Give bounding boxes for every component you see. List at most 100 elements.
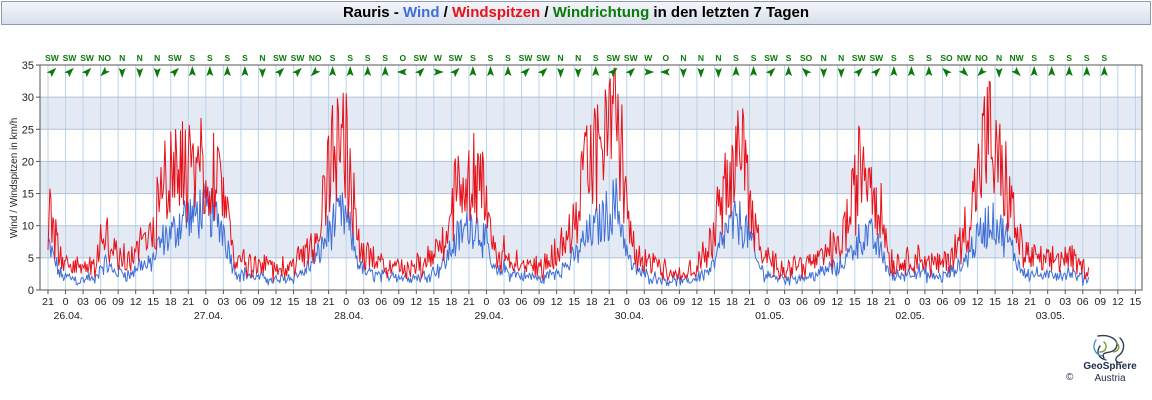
direction-label: NO — [309, 53, 322, 63]
y-tick-label: 35 — [22, 60, 34, 72]
direction-arrow-icon — [206, 66, 214, 76]
x-tick-label: 06 — [796, 296, 808, 308]
y-tick-label: 15 — [22, 189, 34, 201]
direction-arrow-icon — [258, 68, 266, 78]
x-date-label: 29.04. — [474, 310, 503, 322]
title-station: Rauris - — [342, 4, 403, 21]
x-tick-label: 18 — [165, 296, 177, 308]
x-tick-label: 09 — [393, 296, 405, 308]
x-tick-label: 0 — [484, 296, 490, 308]
direction-label: N — [715, 53, 721, 63]
direction-arrow-icon — [153, 68, 161, 78]
direction-arrow-shape — [64, 67, 74, 78]
x-tick-label: 03 — [498, 296, 510, 308]
direction-label: N — [680, 53, 686, 63]
x-tick-label: 09 — [814, 296, 826, 308]
direction-arrow-icon — [958, 66, 969, 77]
x-tick-label: 21 — [744, 296, 756, 308]
direction-arrow-shape — [1065, 66, 1073, 76]
direction-arrow-shape — [469, 66, 477, 76]
direction-arrow-shape — [310, 66, 321, 77]
x-date-label: 03.05. — [1036, 310, 1065, 322]
x-tick-label: 21 — [42, 296, 54, 308]
direction-label: S — [1084, 53, 1090, 63]
direction-arrow-icon — [697, 68, 705, 78]
direction-label: S — [225, 53, 231, 63]
direction-label: SW — [449, 53, 464, 63]
x-tick-label: 18 — [305, 296, 317, 308]
direction-label: SW — [413, 53, 428, 63]
direction-label: S — [1049, 53, 1055, 63]
direction-label: NO — [975, 53, 988, 63]
x-tick-label: 15 — [147, 296, 159, 308]
direction-arrow-icon — [750, 66, 758, 76]
direction-arrow-icon — [714, 68, 722, 78]
direction-arrow-icon — [136, 68, 144, 78]
x-tick-label: 0 — [904, 296, 910, 308]
direction-label: N — [154, 53, 160, 63]
direction-arrow-icon — [765, 67, 776, 78]
direction-label: SW — [63, 53, 78, 63]
x-tick-label: 15 — [1130, 296, 1142, 308]
direction-arrow-icon — [223, 66, 231, 76]
x-tick-label: 03 — [638, 296, 650, 308]
x-tick-label: 03 — [218, 296, 230, 308]
x-tick-label: 21 — [463, 296, 475, 308]
y-axis-label: Wind / Windspitzen in km/h — [9, 118, 20, 239]
x-tick-label: 06 — [937, 296, 949, 308]
direction-arrow-icon — [64, 67, 74, 78]
direction-arrow-icon — [81, 67, 92, 78]
direction-arrow-shape — [820, 68, 828, 78]
direction-arrow-shape — [223, 66, 231, 76]
direction-label: N — [698, 53, 704, 63]
direction-arrow-shape — [750, 66, 758, 76]
direction-arrow-icon — [801, 67, 812, 78]
direction-label: S — [347, 53, 353, 63]
direction-label: S — [1031, 53, 1037, 63]
x-tick-label: 09 — [1094, 296, 1106, 308]
direction-label: S — [786, 53, 792, 63]
x-tick-label: 21 — [603, 296, 615, 308]
direction-arrow-shape — [169, 67, 180, 78]
direction-label: S — [365, 53, 371, 63]
y-tick-label: 25 — [22, 124, 34, 136]
direction-arrow-icon — [241, 66, 249, 76]
direction-arrow-icon — [433, 68, 444, 76]
direction-label: S — [909, 53, 915, 63]
direction-label: N — [996, 53, 1002, 63]
direction-arrow-icon — [1011, 66, 1021, 77]
direction-arrow-shape — [396, 68, 407, 76]
title-suffix: in den letzten 7 Tagen — [649, 4, 810, 21]
x-tick-label: 03 — [779, 296, 791, 308]
x-axis: 21 0 03 06 09 12 15 18 21 0 03 06 09 12 15 18 21 0 03 06 09 1… — [42, 290, 1141, 322]
x-tick-label: 15 — [288, 296, 300, 308]
direction-arrow-icon — [659, 68, 670, 76]
chart-title: Rauris - Wind / Windspitzen / Windrichtu… — [1, 1, 1151, 25]
x-tick-label: 09 — [954, 296, 966, 308]
x-tick-label: 0 — [1045, 296, 1051, 308]
direction-arrow-shape — [890, 66, 898, 76]
direction-arrow-shape — [486, 66, 494, 76]
direction-arrow-icon — [995, 68, 1003, 78]
x-tick-label: 12 — [831, 296, 843, 308]
y-tick-label: 10 — [22, 221, 34, 233]
plot-frame — [39, 64, 1143, 291]
direction-label: SW — [168, 53, 183, 63]
copyright-mark: © — [1066, 372, 1074, 383]
direction-label: S — [470, 53, 476, 63]
x-tick-label: 12 — [972, 296, 984, 308]
x-tick-label: 18 — [726, 296, 738, 308]
x-tick-label: 21 — [323, 296, 335, 308]
direction-arrow-icon — [100, 66, 110, 77]
direction-label: S — [926, 53, 932, 63]
direction-label: N — [575, 53, 581, 63]
direction-label: S — [733, 53, 739, 63]
direction-arrow-shape — [1011, 66, 1021, 77]
direction-arrow-icon — [679, 68, 687, 78]
x-tick-label: 09 — [253, 296, 265, 308]
x-tick-label: 0 — [343, 296, 349, 308]
x-tick-label: 06 — [1077, 296, 1089, 308]
direction-arrow-shape — [557, 68, 565, 78]
direction-arrow-shape — [100, 66, 110, 77]
